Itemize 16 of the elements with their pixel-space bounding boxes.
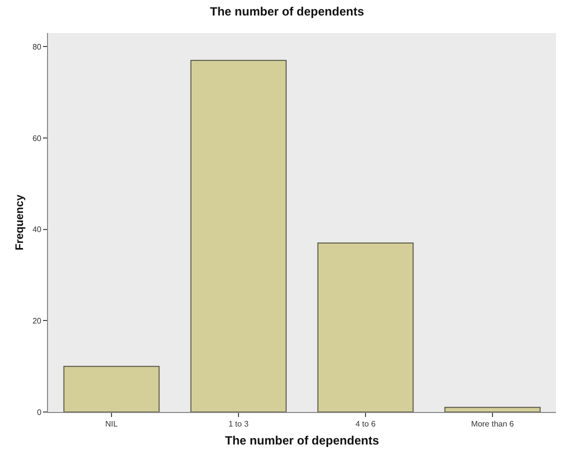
bar <box>190 60 287 412</box>
y-tick-label: 80 <box>32 42 42 52</box>
y-tick-label: 20 <box>32 316 42 326</box>
bar <box>444 406 541 412</box>
x-tick-label: More than 6 <box>471 420 514 429</box>
y-tick-label: 60 <box>32 134 42 143</box>
x-axis-title: The number of dependents <box>224 434 380 448</box>
chart-title: The number of dependents <box>210 4 364 18</box>
x-tick-label: NIL <box>105 420 118 429</box>
y-axis-title: Frequency <box>14 194 26 250</box>
bar <box>63 366 160 412</box>
bar <box>317 242 414 412</box>
y-tick-label: 40 <box>32 225 42 234</box>
x-tick-label: 1 to 3 <box>228 420 250 429</box>
x-tick-label: 4 to 6 <box>355 420 376 429</box>
y-tick-label: 0 <box>36 408 42 417</box>
